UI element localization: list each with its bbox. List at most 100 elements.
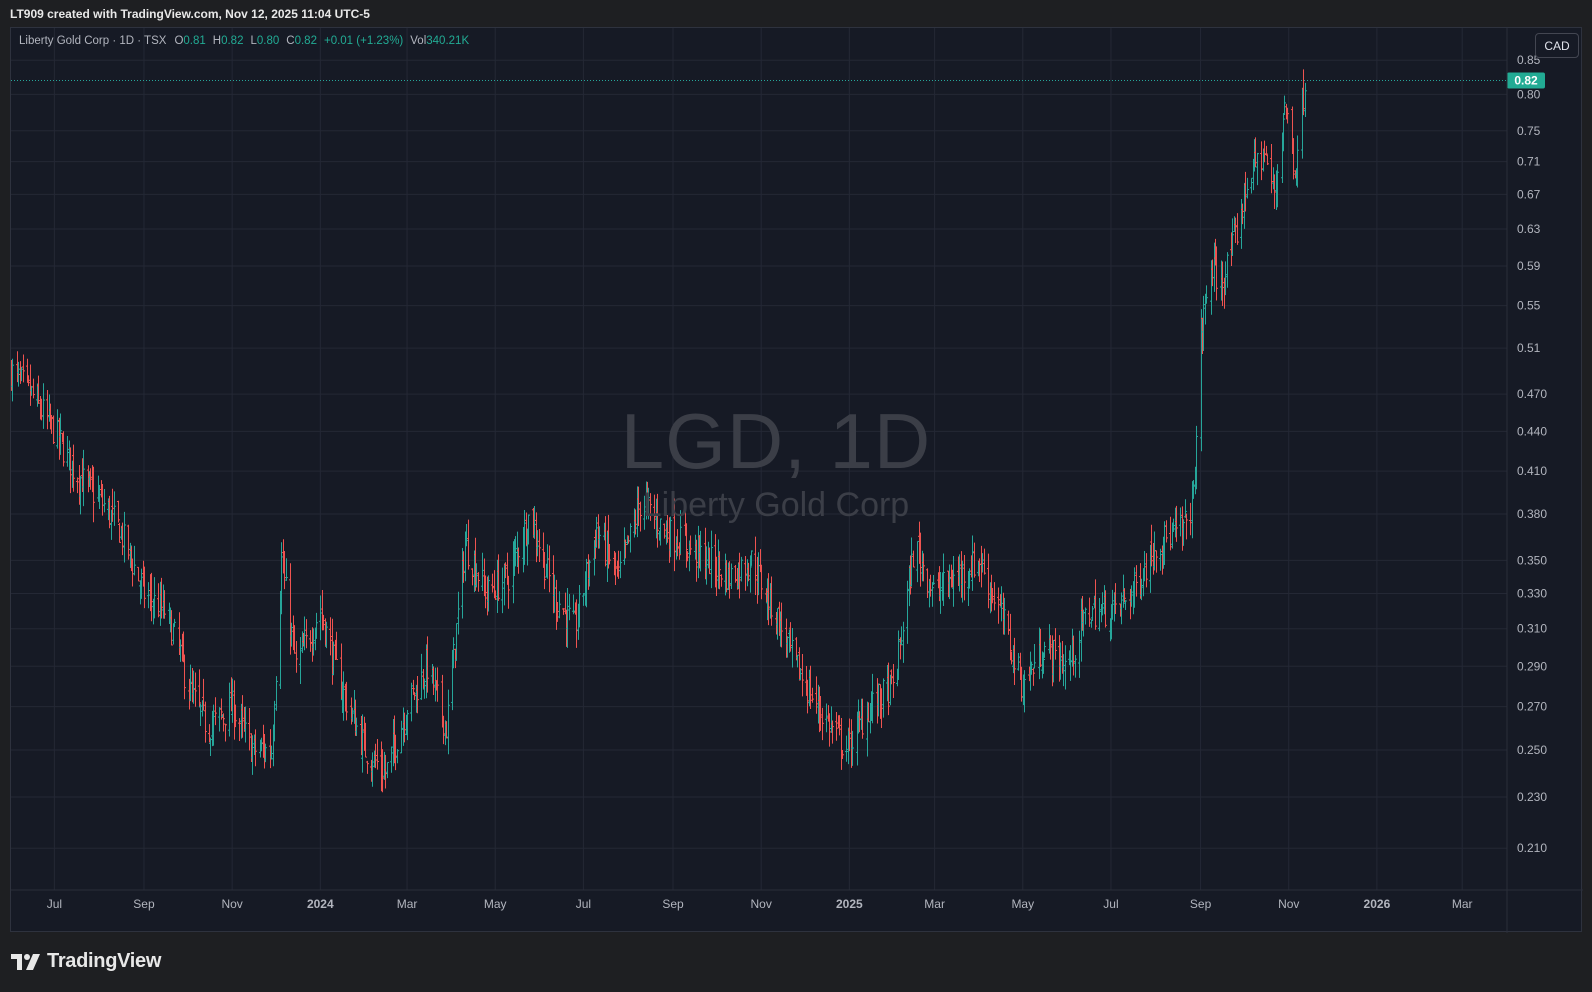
ohlc-bar	[1244, 171, 1247, 212]
ohlc-bar	[786, 636, 789, 658]
ohlc-bar	[685, 523, 688, 568]
ohlc-bar	[1003, 597, 1006, 635]
ohlc-bar	[390, 746, 393, 773]
ohlc-bar	[1250, 177, 1253, 194]
ohlc-bar	[218, 707, 221, 732]
ohlc-bar	[192, 670, 195, 704]
ohlc-bar	[514, 536, 517, 567]
ohlc-bar	[1111, 589, 1114, 620]
ohlc-bar	[1155, 550, 1158, 573]
tradingview-logo-icon	[11, 953, 40, 970]
price-chart[interactable]: 0.82 0.85 0.80 0.75 0.71 0.67 0.63 0.59 0.55 0.5…	[11, 28, 1583, 933]
ohlc-bar	[887, 662, 890, 716]
ohlc-bar	[1266, 154, 1269, 166]
tradingview-logo[interactable]: TradingView	[11, 950, 161, 973]
x-tick-label: Sep	[133, 897, 155, 911]
ohlc-bar	[637, 486, 640, 527]
x-tick-label: Nov	[750, 897, 771, 911]
y-tick-label: 0.75	[1517, 124, 1541, 138]
ohlc-bar	[725, 560, 728, 593]
ohlc-bar	[299, 637, 302, 685]
ohlc-bar	[617, 550, 620, 579]
ohlc-bar	[305, 619, 308, 649]
ohlc-bar	[121, 522, 124, 556]
ohlc-bar	[932, 574, 935, 585]
ohlc-bar	[1145, 553, 1148, 588]
currency-button[interactable]: CAD	[1535, 33, 1579, 58]
ohlc-bar	[179, 639, 182, 662]
ohlc-bar	[939, 572, 942, 614]
ohlc-bar	[659, 518, 662, 546]
ohlc-bar	[1032, 667, 1035, 686]
ohlc-bar	[1104, 590, 1107, 628]
ohlc-bar	[260, 737, 263, 752]
ohlc-bar	[406, 710, 409, 741]
ohlc-bar	[699, 530, 702, 572]
ohlc-bar	[1042, 652, 1045, 674]
watermark-title: LGD, 1D	[620, 397, 932, 485]
ohlc-bar	[1120, 592, 1123, 625]
ohlc-bar	[971, 535, 974, 591]
legend-open-label: O	[174, 35, 184, 47]
ohlc-bar	[209, 737, 212, 757]
ohlc-bar	[533, 506, 536, 539]
y-tick-label: 0.330	[1517, 586, 1547, 600]
ohlc-bar	[1205, 285, 1208, 304]
ohlc-bar	[89, 468, 92, 490]
ohlc-bar	[1088, 597, 1091, 627]
ohlc-bar	[423, 678, 426, 699]
y-tick-label: 0.270	[1517, 700, 1547, 714]
chart-header-text: LT909 created with TradingView.com, Nov …	[10, 7, 370, 21]
legend-symbol[interactable]: Liberty Gold Corp · 1D · TSX	[19, 35, 167, 47]
ohlc-bar	[507, 575, 510, 609]
ohlc-bar	[705, 546, 708, 585]
ohlc-bar	[566, 588, 569, 648]
ohlc-bar	[1184, 499, 1187, 518]
ohlc-bar	[113, 491, 116, 526]
ohlc-bar	[342, 671, 345, 721]
ohlc-bar	[1273, 174, 1276, 209]
ohlc-bar	[1234, 217, 1237, 244]
ohlc-bar	[1114, 583, 1117, 615]
ohlc-bar	[270, 745, 273, 760]
ohlc-bar	[902, 621, 905, 663]
tradingview-brand: TradingView	[47, 950, 162, 972]
ohlc-bar	[929, 574, 932, 597]
y-tick-label: 0.440	[1517, 424, 1547, 438]
ohlc-bar	[214, 697, 217, 726]
ohlc-bar	[811, 687, 814, 703]
ohlc-bar	[608, 543, 611, 565]
chart-pane[interactable]: 0.82 0.85 0.80 0.75 0.71 0.67 0.63 0.59 0.55 0.5…	[10, 27, 1583, 933]
ohlc-bar	[325, 621, 328, 649]
ohlc-bar	[238, 718, 241, 742]
ohlc-bar	[801, 654, 804, 697]
ohlc-bar	[776, 608, 779, 640]
ohlc-bar	[841, 749, 844, 760]
ohlc-bar	[231, 678, 234, 723]
ohlc-bar	[624, 539, 627, 559]
ohlc-bar	[821, 707, 824, 741]
ohlc-bar	[329, 617, 332, 656]
ohlc-bar	[471, 568, 474, 586]
ohlc-bar	[1172, 518, 1175, 533]
ohlc-bar	[315, 612, 318, 639]
ohlc-bar	[147, 582, 150, 609]
ohlc-bar	[1133, 567, 1136, 608]
ohlc-bar	[728, 561, 731, 599]
ohlc-bar	[1064, 645, 1067, 690]
ohlc-bar	[952, 556, 955, 607]
ohlc-bar	[1169, 516, 1172, 551]
ohlc-bar	[50, 414, 53, 434]
ohlc-bar	[1101, 592, 1104, 616]
ohlc-bar	[29, 364, 32, 406]
ohlc-bar	[1224, 261, 1227, 296]
ohlc-bar	[689, 535, 692, 555]
ohlc-bar	[234, 704, 237, 728]
ohlc-bar	[111, 488, 114, 522]
ohlc-bar	[494, 590, 497, 601]
legend-high-label: H	[212, 35, 222, 47]
ohlc-bar	[322, 614, 325, 631]
x-tick-label: 2026	[1364, 897, 1391, 911]
ohlc-bar	[1059, 642, 1062, 680]
ohlc-bar	[92, 466, 95, 523]
